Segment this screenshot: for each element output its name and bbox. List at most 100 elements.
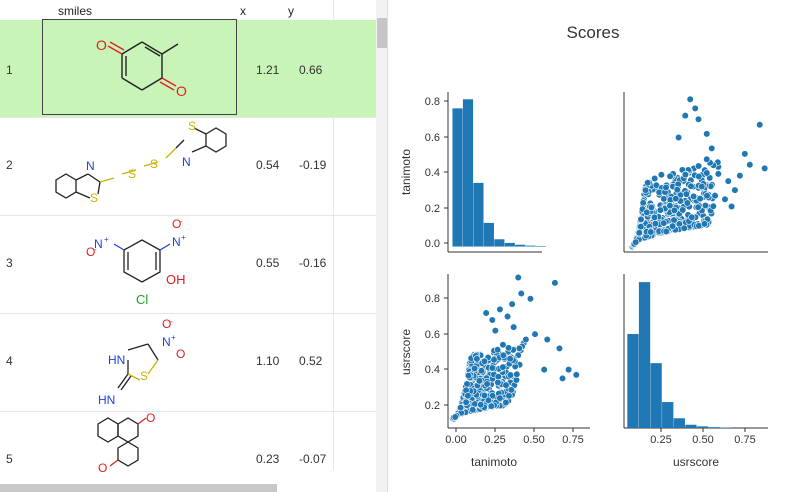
atom-label: HN (108, 353, 125, 367)
y-tick-label: 0.0 (425, 238, 440, 250)
scatter-point (650, 213, 659, 221)
column-header-y[interactable]: y (288, 4, 294, 18)
atom-label: O (146, 412, 155, 425)
scatter-point (679, 206, 687, 214)
scatter-point (660, 219, 668, 227)
grid-header: smiles x y (0, 0, 388, 20)
atom-label: O (176, 83, 187, 99)
scatter-point (731, 186, 739, 194)
scatter-point (473, 355, 481, 363)
scatter-point (669, 222, 677, 230)
scatter-point (666, 172, 674, 180)
y-axis-label: tanimoto (399, 149, 413, 195)
scatter-point (681, 171, 690, 179)
scatter-point (637, 215, 645, 223)
atom-label: O (172, 217, 181, 231)
vertical-scrollbar-thumb[interactable] (377, 18, 387, 48)
scatter-point (703, 155, 711, 163)
table-row[interactable]: 3 N + O - N + O - Cl (0, 216, 388, 314)
scatter-point (475, 377, 483, 385)
scatter-point (506, 371, 514, 379)
usrscore-histogram (627, 282, 732, 429)
scatter-point (526, 295, 535, 303)
scatter-point (555, 344, 564, 352)
atom-label: + (181, 233, 186, 242)
histogram-bar (627, 333, 639, 428)
scatter-point (724, 177, 732, 185)
scatter-point (708, 144, 716, 152)
scatter-point (651, 220, 660, 228)
scatter-point (639, 199, 647, 207)
y-value: -0.16 (299, 256, 327, 270)
atom-label: O (96, 37, 107, 53)
atom-label: + (171, 333, 176, 342)
x-tick-label: 0.50 (523, 434, 544, 446)
scatter-point (480, 391, 489, 400)
scatter-point (514, 273, 522, 282)
scatter-point (660, 195, 668, 203)
histogram-bar (452, 108, 463, 247)
scatter-point (507, 386, 515, 394)
scatter-point (480, 357, 489, 365)
scatter-point (517, 289, 525, 298)
histogram-bar (536, 246, 547, 247)
histogram-bar (638, 282, 651, 428)
scatter-point (680, 224, 688, 232)
scatter-point (666, 202, 674, 210)
scatter-point (657, 171, 666, 179)
scatter-point (670, 206, 679, 214)
column-header-smiles[interactable]: smiles (58, 4, 93, 18)
scatter-point (464, 392, 472, 400)
row-index: 1 (6, 63, 13, 77)
scatter-point (698, 182, 706, 191)
scatter-point (484, 396, 492, 404)
horizontal-scrollbar-thumb[interactable] (0, 484, 277, 492)
histogram-bar (515, 244, 526, 247)
scatter-point (637, 223, 645, 231)
histogram-bar (504, 242, 515, 247)
x-value: 1.10 (256, 354, 280, 368)
atom-label: O (86, 245, 95, 259)
histogram-bar (473, 182, 484, 247)
molecule-structure[interactable]: N S S S S N (42, 118, 238, 215)
scatter-point (477, 367, 486, 375)
molecule-structure[interactable]: O O (42, 20, 238, 117)
table-row[interactable]: 2 (0, 118, 388, 216)
column-header-x[interactable]: x (240, 4, 246, 18)
tanimoto-histogram (452, 99, 547, 247)
y-tick-label: 0.4 (425, 364, 440, 376)
x-tick-label: 0.75 (562, 434, 583, 446)
table-row[interactable]: 1 (0, 20, 388, 118)
y-tick-label: 0.8 (425, 96, 440, 108)
vertical-scrollbar-track[interactable] (376, 0, 388, 492)
y-value: 0.66 (299, 63, 323, 77)
atom-label: N (172, 235, 181, 249)
scatter-point (483, 380, 491, 388)
scatter-point (490, 356, 498, 364)
molecule-structure[interactable]: N + O - N + O - Cl OH (42, 216, 238, 313)
scatter-point (683, 199, 692, 207)
y-value: 0.52 (299, 354, 323, 368)
scatter-point (499, 341, 507, 349)
table-row[interactable]: 5 O O 0.23 -0.07 (0, 411, 388, 492)
histogram-bar (650, 363, 662, 428)
x-value: 1.21 (256, 63, 280, 77)
scatter-point (558, 374, 567, 383)
scatter-point (508, 300, 516, 308)
atom-label: S (140, 369, 148, 383)
scatter-point (469, 406, 477, 414)
molecule-structure[interactable]: O O (42, 411, 238, 492)
scatter-point (681, 112, 689, 120)
x-axis-label: usrscore (673, 455, 719, 469)
histogram-bar (708, 427, 720, 428)
scatter-point (540, 365, 548, 374)
molecule-structure[interactable]: HN S N + O - O HN (42, 314, 238, 411)
scatter-point (695, 172, 703, 181)
tanimoto-vs-usrscore-scatter (449, 273, 580, 423)
atom-label: Cl (136, 292, 148, 307)
scatter-point (635, 229, 643, 237)
scatter-point (761, 164, 769, 172)
scatter-point (488, 364, 496, 372)
table-row[interactable]: 4 HN S N + O - O (0, 314, 388, 412)
data-grid[interactable]: smiles x y 1 (0, 0, 388, 492)
